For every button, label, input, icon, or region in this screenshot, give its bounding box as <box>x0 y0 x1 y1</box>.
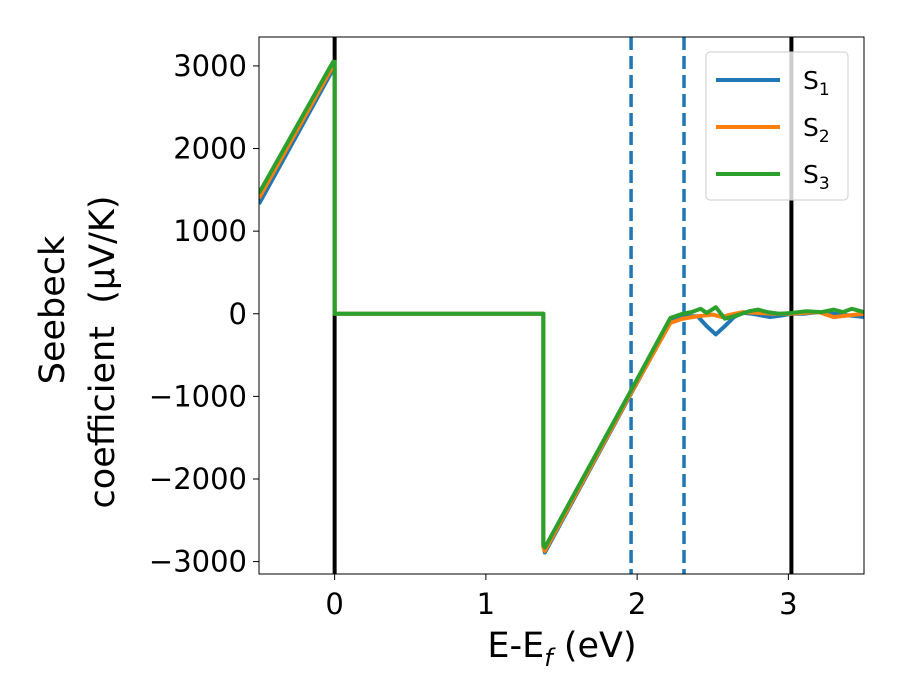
x-tick-label: 1 <box>477 587 495 621</box>
y-axis-title: Seebeck coefficient (μV/K) <box>33 196 123 509</box>
y-tick-label: −1000 <box>149 379 247 413</box>
y-axis-title-line1: Seebeck <box>33 235 73 384</box>
y-tick-label: 1000 <box>173 214 247 248</box>
legend: S1 S2 S3 <box>705 51 849 201</box>
x-tick-label: 0 <box>325 587 343 621</box>
x-axis-title-unit: (eV) <box>553 626 637 666</box>
y-tick-label: 2000 <box>173 132 247 166</box>
y-axis-ticks: −3000 −2000 −1000 0 1000 2000 3000 <box>149 49 259 579</box>
legend-label-1: S1 <box>803 66 830 100</box>
x-tick-label: 3 <box>779 587 797 621</box>
x-axis-ticks: 0 1 2 3 <box>325 574 798 621</box>
y-axis-title-line2: coefficient (μV/K) <box>83 196 123 509</box>
y-tick-label: −3000 <box>149 545 247 579</box>
plot-frame <box>258 36 865 575</box>
series-line-3 <box>259 59 864 550</box>
x-axis-title: E-Ef (eV) <box>487 626 636 672</box>
series-lines <box>259 59 864 555</box>
y-tick-label: 0 <box>229 297 247 331</box>
y-tick-label: 3000 <box>173 49 247 83</box>
x-tick-label: 2 <box>628 587 646 621</box>
legend-label-3: S3 <box>803 160 830 194</box>
x-axis-title-main: E-E <box>487 626 544 666</box>
legend-label-2: S2 <box>803 113 830 147</box>
y-tick-label: −2000 <box>149 462 247 496</box>
